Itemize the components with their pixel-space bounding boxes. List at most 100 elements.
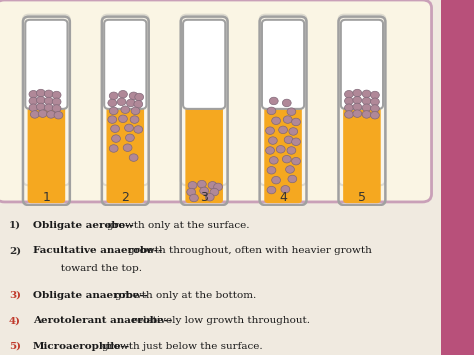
Circle shape (267, 107, 276, 115)
Circle shape (267, 186, 276, 194)
Circle shape (265, 147, 274, 154)
FancyBboxPatch shape (181, 15, 228, 185)
Circle shape (292, 157, 301, 165)
Text: 1: 1 (43, 191, 50, 204)
Circle shape (108, 116, 117, 123)
Circle shape (345, 97, 353, 105)
Circle shape (36, 97, 45, 104)
Circle shape (118, 91, 128, 98)
Circle shape (283, 116, 292, 123)
Text: relatively low growth throughout.: relatively low growth throughout. (132, 316, 310, 325)
Circle shape (362, 90, 371, 98)
FancyBboxPatch shape (338, 15, 385, 185)
Circle shape (126, 134, 134, 142)
Circle shape (110, 125, 119, 132)
Circle shape (268, 137, 277, 144)
Circle shape (125, 124, 133, 132)
Circle shape (118, 115, 128, 122)
Text: Obligate aerobe--: Obligate aerobe-- (33, 221, 134, 230)
Circle shape (188, 181, 197, 189)
FancyBboxPatch shape (183, 20, 225, 109)
Circle shape (345, 91, 353, 98)
Circle shape (265, 127, 274, 135)
Circle shape (198, 180, 206, 188)
Circle shape (123, 144, 132, 152)
Circle shape (200, 187, 209, 195)
Circle shape (345, 111, 353, 118)
Circle shape (353, 110, 362, 118)
Text: 5): 5) (9, 342, 21, 351)
Circle shape (121, 106, 130, 114)
Circle shape (46, 111, 55, 118)
Circle shape (292, 118, 301, 126)
Circle shape (279, 126, 287, 133)
Circle shape (205, 193, 214, 201)
Text: Facultative anaerobe--: Facultative anaerobe-- (33, 246, 163, 255)
Circle shape (52, 105, 61, 112)
Circle shape (345, 104, 353, 111)
Circle shape (267, 166, 276, 174)
FancyBboxPatch shape (27, 92, 65, 203)
Text: Aerotolerant anaerobe--: Aerotolerant anaerobe-- (33, 316, 173, 325)
FancyBboxPatch shape (341, 20, 383, 109)
Text: growth just below the surface.: growth just below the surface. (102, 342, 263, 351)
Circle shape (44, 90, 53, 98)
Circle shape (288, 175, 297, 183)
Circle shape (187, 188, 196, 196)
FancyBboxPatch shape (260, 15, 307, 185)
FancyBboxPatch shape (25, 20, 67, 109)
Circle shape (109, 145, 118, 152)
Circle shape (134, 126, 143, 133)
Text: growth only at the surface.: growth only at the surface. (107, 221, 249, 230)
Circle shape (289, 128, 298, 135)
Circle shape (283, 155, 291, 163)
Circle shape (353, 89, 362, 97)
Text: 1): 1) (9, 221, 21, 230)
Circle shape (371, 111, 379, 119)
Circle shape (134, 100, 143, 108)
Circle shape (52, 98, 61, 105)
Circle shape (362, 104, 371, 111)
Circle shape (127, 99, 135, 107)
Circle shape (276, 146, 285, 153)
Circle shape (36, 103, 45, 111)
Circle shape (29, 97, 38, 105)
Circle shape (272, 176, 281, 184)
Circle shape (281, 186, 290, 193)
Circle shape (287, 147, 296, 154)
Circle shape (371, 98, 379, 105)
FancyBboxPatch shape (343, 92, 381, 203)
Circle shape (117, 98, 126, 105)
Text: 5: 5 (358, 191, 366, 204)
Circle shape (292, 138, 301, 146)
Circle shape (129, 92, 138, 100)
Circle shape (52, 91, 61, 99)
Circle shape (111, 135, 120, 142)
Circle shape (54, 111, 63, 119)
Circle shape (190, 194, 199, 202)
FancyBboxPatch shape (23, 15, 70, 185)
Circle shape (44, 104, 53, 111)
Text: growth throughout, often with heavier growth: growth throughout, often with heavier gr… (128, 246, 372, 255)
Circle shape (272, 117, 281, 125)
FancyBboxPatch shape (107, 92, 144, 203)
Circle shape (108, 99, 117, 107)
Circle shape (129, 154, 138, 162)
Circle shape (44, 97, 53, 105)
Circle shape (130, 116, 139, 123)
Circle shape (269, 97, 278, 105)
Circle shape (210, 188, 219, 196)
FancyBboxPatch shape (262, 20, 304, 109)
Circle shape (135, 93, 144, 101)
Text: 4: 4 (279, 191, 287, 204)
Text: toward the top.: toward the top. (51, 264, 142, 273)
Circle shape (371, 105, 379, 112)
Circle shape (283, 99, 291, 107)
Text: 4): 4) (9, 316, 21, 325)
Circle shape (30, 111, 39, 118)
Text: 3: 3 (200, 191, 208, 204)
Circle shape (29, 104, 38, 111)
FancyBboxPatch shape (102, 15, 149, 185)
Circle shape (286, 166, 294, 173)
Text: 2: 2 (121, 191, 129, 204)
